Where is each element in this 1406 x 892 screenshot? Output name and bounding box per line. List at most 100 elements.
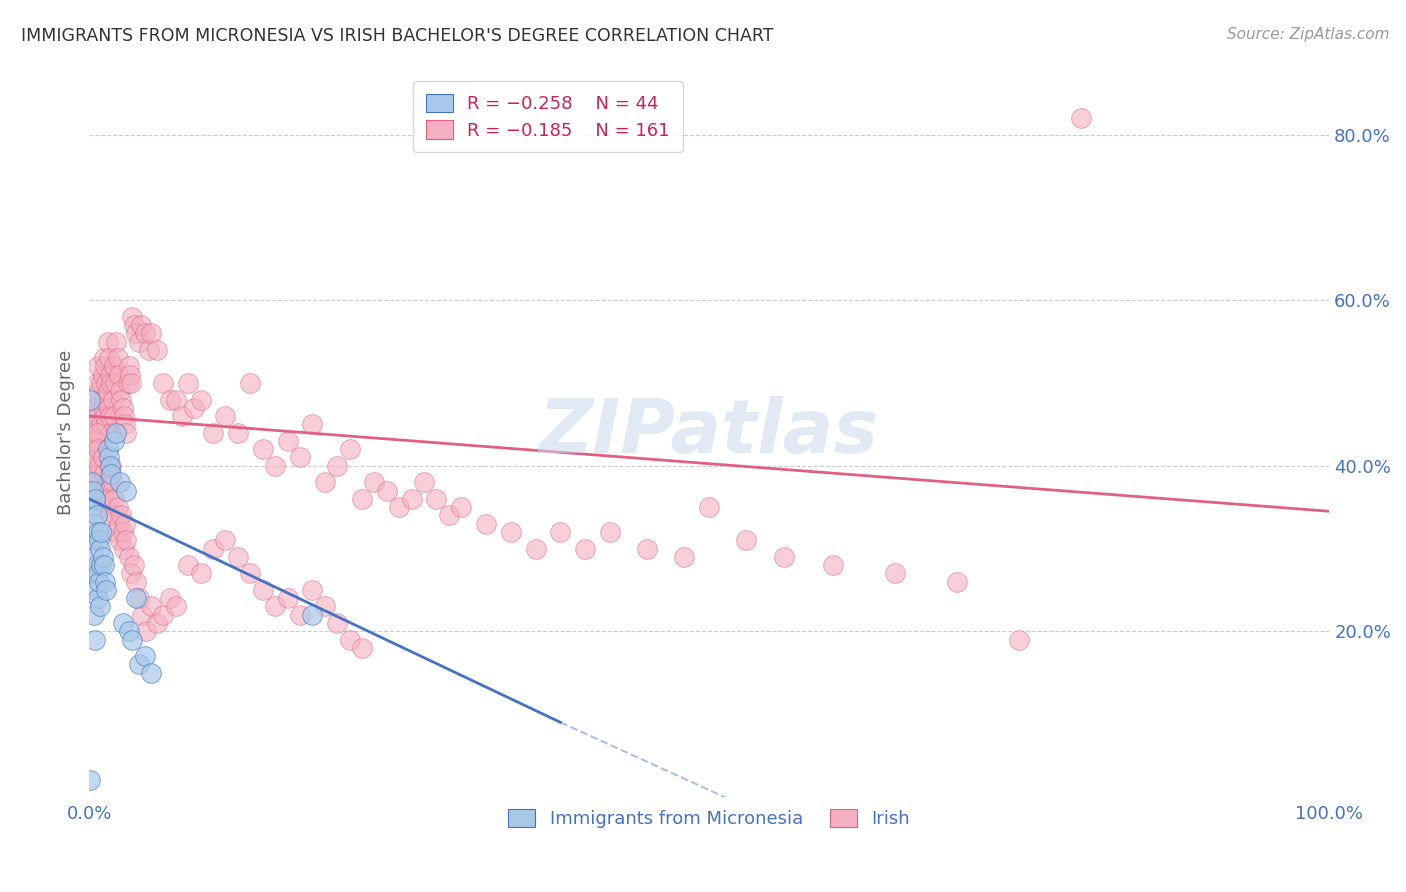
Point	[100, 425, 122, 440]
Point	[118, 368, 141, 382]
Point	[350, 640, 373, 655]
Point	[314, 599, 336, 614]
Point	[97, 384, 120, 399]
Point	[177, 376, 200, 390]
Point	[139, 326, 162, 341]
Point	[83, 475, 105, 490]
Point	[98, 508, 121, 523]
Point	[110, 392, 132, 407]
Point	[80, 483, 103, 498]
Point	[139, 599, 162, 614]
Point	[104, 376, 127, 390]
Point	[97, 334, 120, 349]
Point	[129, 318, 152, 332]
Point	[388, 500, 411, 515]
Point	[91, 368, 114, 382]
Point	[96, 417, 118, 432]
Point	[80, 475, 103, 490]
Point	[98, 368, 121, 382]
Point	[89, 475, 111, 490]
Point	[90, 417, 112, 432]
Point	[90, 376, 112, 390]
Point	[264, 458, 287, 473]
Point	[84, 632, 107, 647]
Point	[139, 665, 162, 680]
Point	[152, 376, 174, 390]
Point	[115, 425, 138, 440]
Point	[93, 392, 115, 407]
Point	[79, 434, 101, 448]
Point	[86, 434, 108, 448]
Point	[735, 533, 758, 548]
Point	[120, 376, 142, 390]
Point	[98, 458, 121, 473]
Point	[239, 376, 262, 390]
Point	[87, 442, 110, 457]
Point	[91, 401, 114, 415]
Point	[101, 392, 124, 407]
Point	[84, 458, 107, 473]
Point	[93, 467, 115, 481]
Point	[120, 566, 142, 581]
Point	[111, 524, 134, 539]
Point	[96, 376, 118, 390]
Point	[202, 425, 225, 440]
Point	[100, 376, 122, 390]
Point	[314, 475, 336, 490]
Point	[90, 558, 112, 572]
Point	[103, 359, 125, 374]
Point	[131, 607, 153, 622]
Point	[118, 624, 141, 639]
Point	[134, 326, 156, 341]
Point	[772, 549, 794, 564]
Point	[636, 541, 658, 556]
Point	[108, 368, 131, 382]
Point	[87, 533, 110, 548]
Point	[97, 491, 120, 506]
Point	[86, 558, 108, 572]
Point	[97, 442, 120, 457]
Point	[264, 599, 287, 614]
Point	[86, 376, 108, 390]
Point	[114, 417, 136, 432]
Point	[86, 425, 108, 440]
Point	[125, 591, 148, 606]
Point	[159, 392, 181, 407]
Point	[83, 450, 105, 465]
Text: ZIPatlas: ZIPatlas	[538, 396, 879, 469]
Point	[84, 434, 107, 448]
Point	[134, 649, 156, 664]
Point	[350, 491, 373, 506]
Point	[90, 491, 112, 506]
Point	[108, 475, 131, 490]
Point	[697, 500, 720, 515]
Text: IMMIGRANTS FROM MICRONESIA VS IRISH BACHELOR'S DEGREE CORRELATION CHART: IMMIGRANTS FROM MICRONESIA VS IRISH BACH…	[21, 27, 773, 45]
Point	[96, 582, 118, 597]
Point	[97, 401, 120, 415]
Point	[87, 574, 110, 589]
Point	[94, 483, 117, 498]
Point	[93, 351, 115, 366]
Point	[101, 475, 124, 490]
Point	[326, 458, 349, 473]
Point	[475, 516, 498, 531]
Point	[103, 409, 125, 423]
Point	[82, 483, 104, 498]
Point	[87, 359, 110, 374]
Point	[125, 326, 148, 341]
Point	[301, 607, 323, 622]
Point	[84, 582, 107, 597]
Point	[673, 549, 696, 564]
Point	[550, 524, 572, 539]
Point	[437, 508, 460, 523]
Point	[82, 566, 104, 581]
Point	[83, 607, 105, 622]
Point	[128, 591, 150, 606]
Point	[125, 574, 148, 589]
Point	[90, 524, 112, 539]
Point	[89, 599, 111, 614]
Point	[118, 359, 141, 374]
Point	[114, 516, 136, 531]
Point	[117, 376, 139, 390]
Text: Source: ZipAtlas.com: Source: ZipAtlas.com	[1226, 27, 1389, 42]
